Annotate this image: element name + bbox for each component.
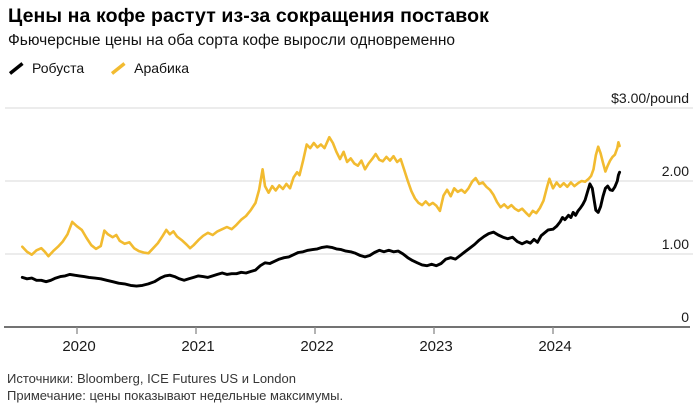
chart-area: $3.00/pound 2.00 1.00 0 2020 2021 2022 2023 2024 (0, 85, 693, 366)
arabica-series-line (20, 135, 621, 258)
gridlines (4, 107, 693, 328)
sources-line: Источники: Bloomberg, ICE Futures US и L… (7, 371, 296, 386)
robusta-line-swatch-icon (8, 61, 24, 75)
y-tick-label: 1.00 (662, 236, 689, 252)
y-tick-label: 0 (681, 309, 689, 325)
note-line: Примечание: цены показывают недельные ма… (7, 387, 344, 403)
page-title: Цены на кофе растут из-за сокращения пос… (8, 5, 489, 27)
legend-label-arabica: Арабика (134, 60, 190, 76)
x-tick-label: 2024 (538, 338, 571, 355)
x-tick-label: 2021 (181, 338, 214, 355)
x-axis: 2020 2021 2022 2023 2024 (62, 327, 572, 355)
x-tick-label: 2022 (300, 338, 333, 355)
x-tick-label: 2023 (419, 338, 452, 355)
x-tick-label: 2020 (62, 338, 95, 355)
y-tick-label: 2.00 (662, 163, 689, 179)
y-tick-label: $3.00/pound (611, 90, 689, 106)
robusta-series-line (20, 170, 622, 288)
arabica-line-swatch-icon (111, 61, 126, 75)
chart-footer: Источники: Bloomberg, ICE Futures US и L… (7, 371, 343, 404)
chart-legend: Робуста Арабика (8, 60, 189, 76)
y-axis-labels: $3.00/pound 2.00 1.00 0 (611, 90, 689, 325)
legend-label-robusta: Робуста (32, 60, 85, 76)
legend-item-arabica: Арабика (110, 60, 189, 76)
price-chart: $3.00/pound 2.00 1.00 0 2020 2021 2022 2023 2024 (4, 90, 693, 355)
chart-subtitle: Фьючерсные цены на оба сорта кофе выросл… (8, 32, 456, 49)
legend-item-robusta: Робуста (8, 60, 84, 76)
